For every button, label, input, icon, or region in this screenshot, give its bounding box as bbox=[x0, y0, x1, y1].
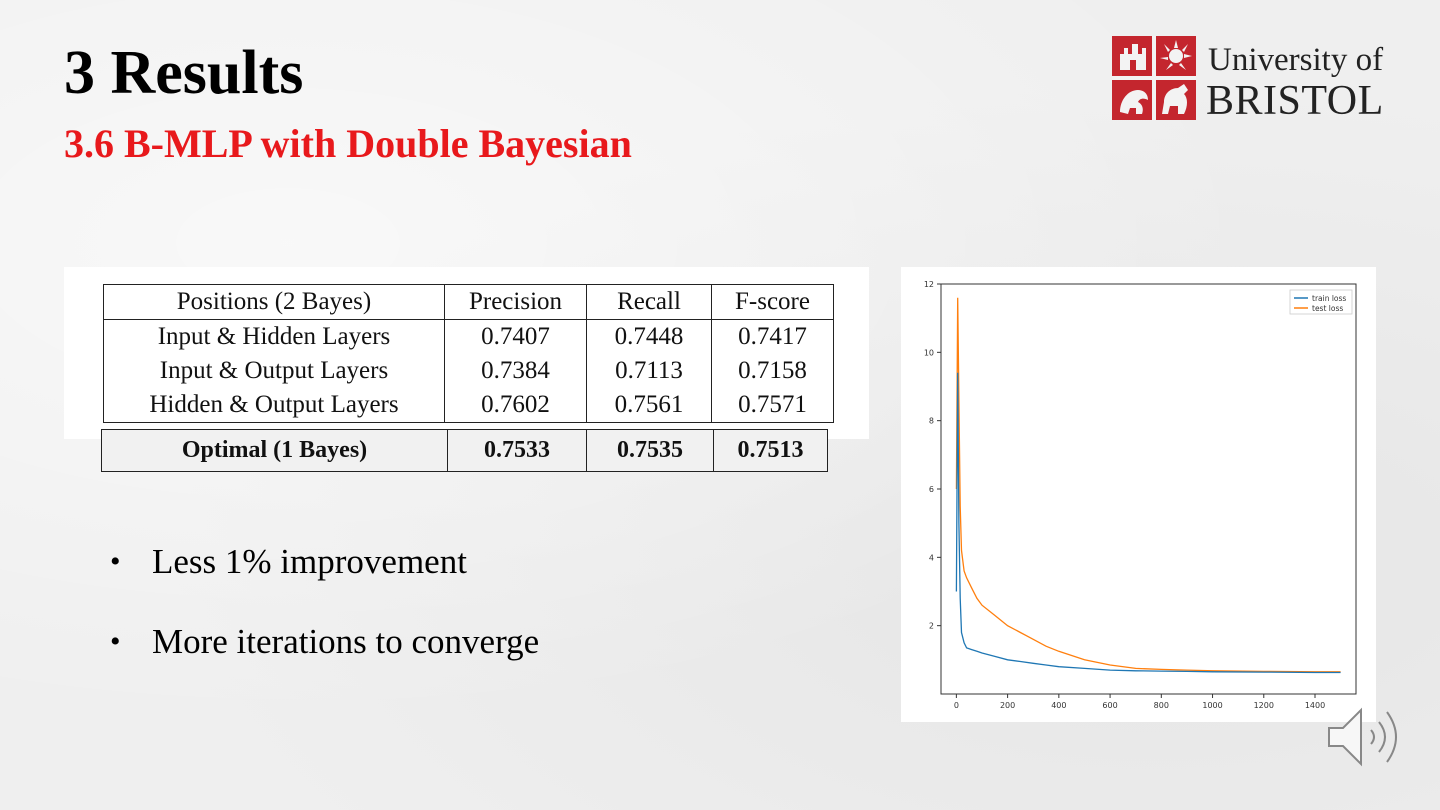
table-header-row: Positions (2 Bayes) Precision Recall F-s… bbox=[103, 284, 834, 320]
y-tick-label: 4 bbox=[929, 553, 934, 562]
cell-position: Hidden & Output Layers bbox=[103, 388, 445, 423]
y-tick-label: 6 bbox=[929, 485, 934, 494]
results-table: Positions (2 Bayes) Precision Recall F-s… bbox=[103, 284, 834, 423]
y-tick-label: 8 bbox=[929, 417, 934, 426]
legend-label: test loss bbox=[1312, 304, 1343, 313]
cell-fscore: 0.7158 bbox=[711, 354, 834, 388]
x-tick-label: 1200 bbox=[1254, 701, 1274, 710]
bullet-item: Less 1% improvement bbox=[110, 540, 539, 620]
header-recall: Recall bbox=[586, 284, 712, 320]
header-positions: Positions (2 Bayes) bbox=[103, 284, 445, 320]
bullet-list: Less 1% improvement More iterations to c… bbox=[110, 540, 539, 700]
table-row: Input & Output Layers 0.7384 0.7113 0.71… bbox=[103, 354, 834, 388]
cell-recall: 0.7448 bbox=[586, 319, 712, 354]
plot-frame bbox=[940, 283, 1357, 695]
cell-position: Input & Output Layers bbox=[103, 354, 445, 388]
slide-title: 3 Results bbox=[64, 39, 304, 107]
bullet-item: More iterations to converge bbox=[110, 620, 539, 700]
cell-fscore: 0.7571 bbox=[711, 388, 834, 423]
x-tick-label: 0 bbox=[954, 701, 959, 710]
series-line-test-loss bbox=[955, 297, 1341, 673]
series-line-train-loss bbox=[955, 372, 1341, 674]
logo-text-bristol: BRISTOL bbox=[1206, 78, 1384, 124]
y-tick-label: 12 bbox=[924, 280, 934, 289]
table-row: Hidden & Output Layers 0.7602 0.7561 0.7… bbox=[103, 388, 834, 423]
legend-label: train loss bbox=[1312, 294, 1346, 303]
y-tick-label: 10 bbox=[924, 348, 934, 357]
cell-recall: 0.7561 bbox=[586, 388, 712, 423]
x-tick-label: 1000 bbox=[1202, 701, 1222, 710]
cell-recall: 0.7113 bbox=[586, 354, 712, 388]
x-tick-label: 400 bbox=[1051, 701, 1066, 710]
cell-precision: 0.7407 bbox=[444, 319, 587, 354]
x-tick-label: 800 bbox=[1154, 701, 1169, 710]
bristol-crest-icon bbox=[1112, 36, 1196, 120]
cell-fscore: 0.7417 bbox=[711, 319, 834, 354]
cell-precision: 0.7384 bbox=[444, 354, 587, 388]
x-tick-label: 600 bbox=[1102, 701, 1117, 710]
header-fscore: F-score bbox=[711, 284, 834, 320]
speaker-icon[interactable] bbox=[1325, 704, 1411, 770]
table-row: Input & Hidden Layers 0.7407 0.7448 0.74… bbox=[103, 319, 834, 354]
logo-text-university-of: University of bbox=[1208, 42, 1384, 78]
y-tick-label: 2 bbox=[929, 622, 934, 631]
cell-position: Input & Hidden Layers bbox=[103, 319, 445, 354]
optimal-row: Optimal (1 Bayes) 0.7533 0.7535 0.7513 bbox=[101, 429, 828, 472]
loss-chart: 0 200 400 600 800 1000 1200 1400 2 4 6 8 10 12 train l… bbox=[924, 280, 1357, 710]
optimal-recall: 0.7535 bbox=[586, 429, 714, 472]
optimal-table: Optimal (1 Bayes) 0.7533 0.7535 0.7513 bbox=[101, 429, 828, 472]
cell-precision: 0.7602 bbox=[444, 388, 587, 423]
x-tick-label: 200 bbox=[1000, 701, 1015, 710]
optimal-label: Optimal (1 Bayes) bbox=[101, 429, 448, 472]
header-precision: Precision bbox=[444, 284, 587, 320]
loss-chart-panel: 0 200 400 600 800 1000 1200 1400 2 4 6 8 10 12 train l… bbox=[901, 267, 1376, 722]
optimal-precision: 0.7533 bbox=[447, 429, 587, 472]
slide-subtitle: 3.6 B-MLP with Double Bayesian bbox=[64, 121, 632, 166]
university-logo: University of BRISTOL bbox=[1112, 36, 1412, 122]
legend-box bbox=[1289, 289, 1353, 315]
optimal-fscore: 0.7513 bbox=[713, 429, 828, 472]
x-tick-label: 1400 bbox=[1305, 701, 1325, 710]
